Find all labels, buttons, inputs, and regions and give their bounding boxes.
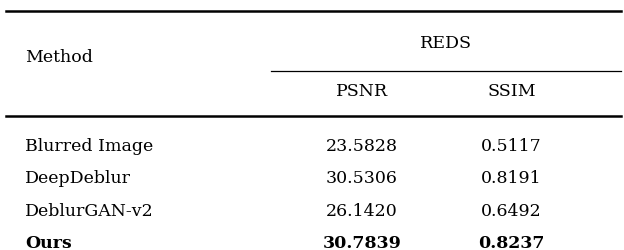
Text: DeblurGAN-v2: DeblurGAN-v2 xyxy=(25,203,154,220)
Text: Ours: Ours xyxy=(25,235,72,250)
Text: 23.5828: 23.5828 xyxy=(326,138,398,155)
Text: 0.5117: 0.5117 xyxy=(481,138,542,155)
Text: 0.8191: 0.8191 xyxy=(481,170,542,187)
Text: PSNR: PSNR xyxy=(336,83,388,100)
Text: 30.5306: 30.5306 xyxy=(326,170,398,187)
Text: 0.6492: 0.6492 xyxy=(481,203,542,220)
Text: SSIM: SSIM xyxy=(487,83,536,100)
Text: 26.1420: 26.1420 xyxy=(326,203,397,220)
Text: DeepDeblur: DeepDeblur xyxy=(25,170,131,187)
Text: Method: Method xyxy=(25,49,93,66)
Text: REDS: REDS xyxy=(420,35,472,52)
Text: Blurred Image: Blurred Image xyxy=(25,138,154,155)
Text: 0.8237: 0.8237 xyxy=(479,235,545,250)
Text: 30.7839: 30.7839 xyxy=(323,235,401,250)
